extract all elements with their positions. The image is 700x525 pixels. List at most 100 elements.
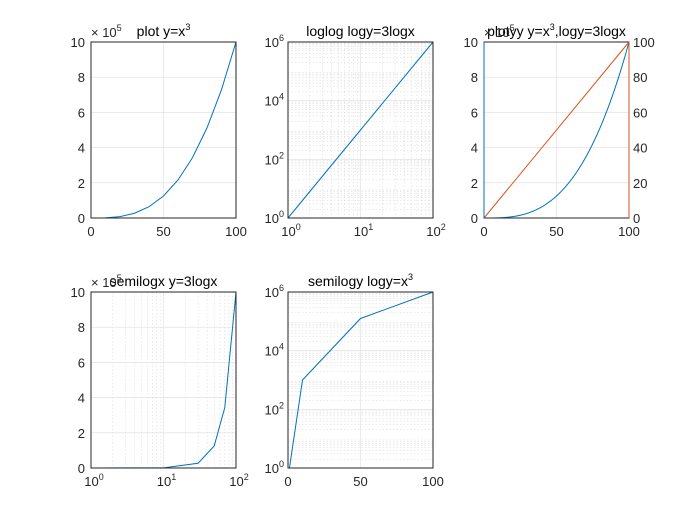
x-tick-label: 101	[354, 222, 373, 239]
subplot-p2: loglog logy=3logx	[287, 23, 434, 219]
y-tick-label: 6	[78, 105, 85, 120]
x-tick-label-power: 2	[244, 472, 249, 482]
x-tick-label: 50	[353, 474, 367, 489]
y-tick-label: 104	[265, 342, 284, 359]
plot-frame	[287, 291, 434, 469]
subplot-title: semilogy logy=x3	[308, 272, 413, 289]
x-tick-label-power: 2	[441, 222, 446, 232]
y-tick-label-power: 0	[279, 209, 284, 219]
y-tick-label: 10	[71, 35, 85, 50]
y-exponent-label: × 105	[91, 273, 122, 290]
right-y-tick-label: 60	[633, 105, 647, 120]
right-y-tick-label: 80	[633, 70, 647, 85]
x-tick-label: 100	[618, 224, 640, 239]
x-tick-label: 50	[549, 224, 563, 239]
right-y-tick-label: 40	[633, 141, 647, 156]
subplot-title: loglog logy=3logx	[306, 23, 415, 39]
y-tick-label: 8	[78, 320, 85, 335]
y-tick-label-power: 4	[279, 92, 284, 102]
subplot-title-main: semilogy logy=x	[308, 273, 408, 289]
subplot-title-main: plot y=x	[137, 23, 186, 39]
x-tick-label-base: 10	[426, 224, 440, 239]
x-tick-label-base: 10	[229, 474, 243, 489]
x-tick-label: 0	[87, 224, 94, 239]
y-tick-label: 10	[464, 35, 478, 50]
subplot-title-main: semilogx y=3logx	[110, 273, 218, 289]
x-tick-label-power: 1	[368, 222, 373, 232]
x-tick-label-base: 10	[281, 224, 295, 239]
x-tick-label: 0	[480, 224, 487, 239]
x-tick-label: 0	[284, 474, 291, 489]
y-tick-label: 102	[265, 400, 284, 417]
x-tick-label: 100	[84, 472, 103, 489]
y-tick-label-power: 4	[279, 342, 284, 352]
y-tick-label: 4	[471, 141, 478, 156]
subplot-title-sup: 3	[185, 22, 190, 32]
x-tick-label-base: 10	[354, 224, 368, 239]
x-tick-label: 102	[426, 222, 445, 239]
subplot-title: plotyy y=x3,logy=3logx	[487, 22, 626, 39]
y-tick-label-base: 10	[265, 211, 279, 226]
series-line-1	[484, 41, 630, 219]
y-exponent-label-base: × 10	[91, 275, 117, 290]
y-tick-label-base: 10	[265, 35, 279, 50]
y-tick-label-base: 10	[265, 402, 279, 417]
y-tick-label: 100	[265, 459, 284, 476]
right-y-tick-label: 20	[633, 176, 647, 191]
subplot-title: plot y=x3	[137, 22, 191, 39]
y-exponent-label: × 105	[484, 23, 515, 40]
y-tick-label: 0	[471, 211, 478, 226]
y-exponent-label-power: 5	[510, 23, 515, 33]
subplot-title-sup: 3	[550, 22, 555, 32]
series-line-1	[288, 291, 434, 469]
y-tick-label: 8	[471, 70, 478, 85]
right-y-tick-label: 100	[633, 35, 655, 50]
y-tick-label: 8	[78, 70, 85, 85]
series-line-2	[483, 41, 630, 219]
y-tick-label: 106	[265, 33, 284, 50]
subplot-p4: 0 2 4 6 8 10 semilogx y=3logx	[71, 273, 237, 476]
x-tick-label: 100	[422, 474, 444, 489]
subplot-title: semilogx y=3logx	[110, 273, 218, 289]
y-tick-label: 4	[78, 391, 85, 406]
subplot-title-main: plotyy y=x	[487, 23, 550, 39]
x-tick-label-base: 10	[84, 474, 98, 489]
x-tick-label: 102	[229, 472, 248, 489]
y-tick-label: 106	[265, 283, 284, 300]
y-exponent-label-base: × 10	[484, 25, 510, 40]
y-tick-label: 2	[471, 176, 478, 191]
subplot-p1: 0 50 100 0 2 4 6 8 10 plot y=x3	[71, 22, 247, 239]
series-line-1	[90, 41, 237, 219]
y-tick-label-power: 2	[279, 150, 284, 160]
y-tick-label-base: 10	[265, 461, 279, 476]
x-tick-label-power: 1	[171, 472, 176, 482]
y-tick-label-power: 6	[279, 283, 284, 293]
y-tick-label: 0	[78, 461, 85, 476]
y-exponent-label-base: × 10	[91, 25, 117, 40]
x-tick-label: 101	[157, 472, 176, 489]
plot-frame	[90, 41, 237, 219]
y-tick-label: 6	[471, 105, 478, 120]
y-tick-label: 4	[78, 141, 85, 156]
y-tick-label: 6	[78, 355, 85, 370]
y-tick-label-base: 10	[265, 285, 279, 300]
y-tick-label: 104	[265, 92, 284, 109]
subplot-title-rest: ,logy=3logx	[555, 23, 626, 39]
y-tick-label: 100	[265, 209, 284, 226]
y-tick-label: 2	[78, 426, 85, 441]
subplot-title-sup: 3	[408, 272, 413, 282]
x-tick-label-base: 10	[157, 474, 171, 489]
y-tick-label: 2	[78, 176, 85, 191]
x-tick-label: 50	[156, 224, 170, 239]
y-tick-label-power: 6	[279, 33, 284, 43]
y-tick-label-power: 0	[279, 459, 284, 469]
x-tick-label: 100	[281, 222, 300, 239]
subplot-p5: 0 50 100 semilogy logy=x3	[284, 272, 443, 489]
y-tick-label-base: 10	[265, 94, 279, 109]
plot-frame	[90, 291, 237, 469]
y-tick-label: 10	[71, 285, 85, 300]
series-line-1	[287, 41, 434, 219]
y-exponent-label-power: 5	[117, 23, 122, 33]
